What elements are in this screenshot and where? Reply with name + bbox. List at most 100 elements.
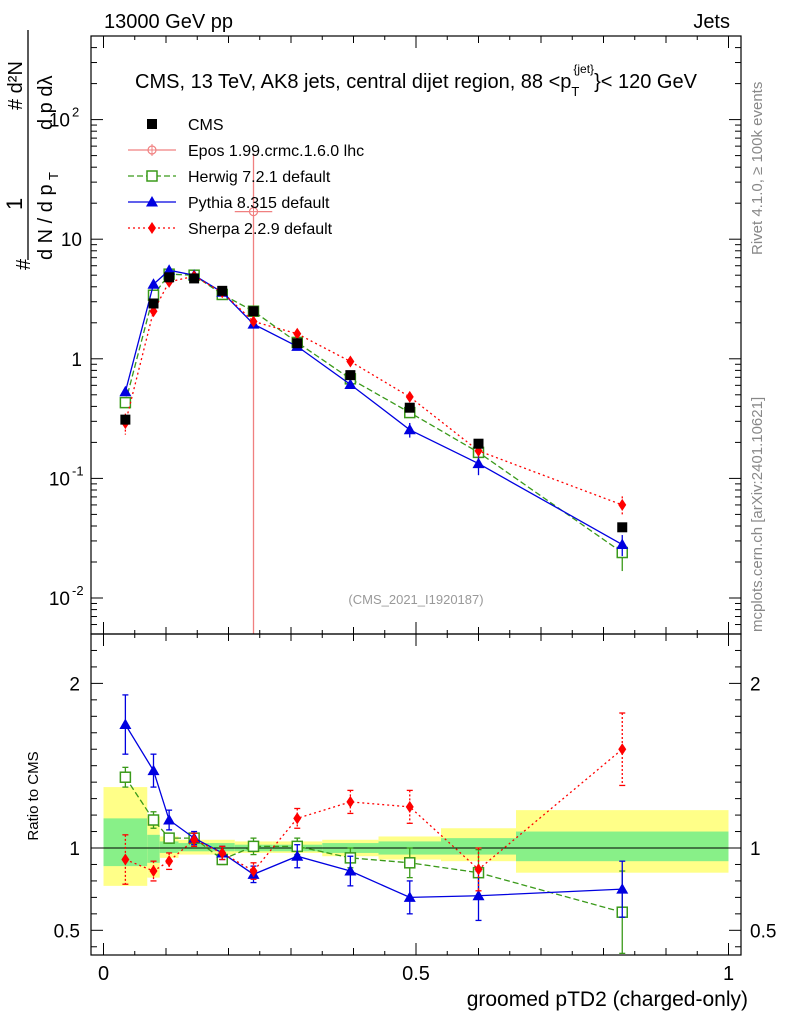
header-left: 13000 GeV pp (104, 11, 233, 33)
ratio-y-tick-label-right: 2 (750, 674, 761, 695)
pythia-ratio-point (119, 718, 132, 730)
ratio-y-label: Ratio to CMS (25, 751, 42, 840)
pythia-ratio-point (163, 814, 176, 825)
legend-label: Herwig 7.2.1 default (188, 169, 331, 186)
ratio-band-inner (441, 838, 516, 855)
pythia-point (163, 264, 176, 275)
y-tick-label: 10 (49, 589, 70, 610)
sherpa-point (249, 315, 258, 328)
sherpa-ratio-point (190, 833, 199, 846)
pythia-point (616, 538, 629, 550)
legend-label: CMS (188, 117, 224, 134)
herwig-line (124, 273, 623, 554)
main-y-label-den2: d p dλ (35, 76, 57, 130)
pythia-line (124, 269, 623, 546)
sherpa-point (618, 498, 627, 511)
herwig-ratio-point (163, 832, 175, 844)
rivet-label: Rivet 4.1.0, ≥ 100k events (749, 82, 766, 255)
ratio-band-inner (147, 834, 160, 863)
pythia-ratio-point (472, 889, 485, 901)
cms-data-point (345, 370, 356, 381)
ratio-band-inner (178, 843, 210, 852)
main-y-label-sub: T (46, 172, 61, 180)
legend-marker (147, 119, 157, 129)
herwig-point (119, 396, 132, 409)
legend-marker (148, 222, 156, 234)
y-tick-exponent: 2 (72, 105, 79, 120)
cms-data-point (148, 298, 159, 309)
y-tick-exponent: -1 (72, 463, 84, 478)
ratio-band-inner (516, 831, 729, 862)
sherpa-ratio-point (121, 853, 130, 866)
legend-marker (146, 170, 158, 182)
cms-data-point (292, 338, 303, 349)
ratio-y-tick-label-right: 0.5 (750, 921, 776, 942)
cms-data-point (189, 273, 200, 284)
ratio-y-tick-label: 2 (69, 674, 80, 695)
ratio-plot-area (91, 694, 741, 955)
cms-data-point (217, 285, 228, 296)
cms-data-point (404, 402, 415, 413)
herwig-ratio-point (119, 771, 132, 783)
mcplots-label: mcplots.cern.ch [arXiv:2401.10621] (749, 397, 766, 632)
sherpa-ratio-point (346, 795, 355, 808)
pythia-point (119, 385, 132, 397)
pythia-point (344, 378, 357, 389)
cms-data-point (248, 306, 259, 317)
cms-data-point (120, 414, 131, 425)
main-plot-area (119, 153, 629, 634)
pythia-ratio-point (291, 850, 304, 861)
y-tick-label: 1 (71, 350, 82, 371)
herwig-ratio-point (247, 840, 260, 853)
legend: CMS Epos 1.99.crmc.1.6.0 lhc Herwig 7.2.1 … (128, 117, 364, 238)
ratio-y-tick-label-right: 1 (750, 839, 761, 860)
ratio-frame (90, 633, 742, 956)
sherpa-ratio-point (249, 865, 258, 878)
sherpa-point (293, 327, 302, 340)
y-tick-label: 10 (49, 111, 70, 132)
ratio-y-tick-label: 1 (69, 839, 80, 860)
x-tick-label: 1 (723, 963, 734, 985)
plot-title: CMS, 13 TeV, AK8 jets, central dijet reg… (135, 62, 698, 99)
pythia-ratio-point (403, 891, 416, 902)
legend-label: Pythia 8.315 default (188, 195, 330, 212)
sherpa-ratio-point (474, 863, 483, 876)
x-tick-label: 0.5 (402, 963, 430, 985)
main-y-label-numerator: 1 (2, 198, 27, 210)
pythia-ratio-point (147, 764, 160, 776)
sherpa-point (346, 355, 355, 368)
sherpa-ratio-point (165, 855, 174, 868)
legend-label: Sherpa 2.2.9 default (188, 221, 333, 238)
cms-data-point (617, 522, 628, 533)
pythia-point (403, 423, 416, 435)
sherpa-ratio-point (405, 800, 414, 813)
cms-data-point (164, 272, 175, 283)
main-y-label-denominator: d N / d p (35, 184, 57, 260)
main-y-label-text: # (13, 258, 35, 270)
herwig-ratio-point (404, 857, 416, 869)
ratio-band-inner (159, 841, 179, 853)
main-y-label-d2n: # d²N (5, 61, 27, 110)
y-tick-exponent: -2 (72, 583, 84, 598)
watermark: (CMS_2021_I1920187) (348, 592, 483, 607)
legend-marker (146, 196, 158, 207)
sherpa-line (124, 275, 623, 506)
pythia-ratio-point (344, 865, 357, 876)
x-tick-label: 0 (98, 963, 109, 985)
sherpa-ratio-point (618, 743, 627, 756)
header-right: Jets (693, 11, 730, 33)
sherpa-ratio-point (293, 812, 302, 825)
sherpa-ratio-point (149, 865, 158, 878)
y-tick-label: 10 (49, 469, 70, 490)
sherpa-point (405, 390, 414, 403)
legend-label: Epos 1.99.crmc.1.6.0 lhc (188, 143, 364, 160)
x-axis-label: groomed pTD2 (charged-only) (467, 988, 748, 1011)
herwig-ratio-line (124, 776, 623, 913)
sherpa-ratio-point (218, 846, 227, 859)
pythia-point (147, 278, 160, 289)
pythia-ratio-point (616, 883, 629, 894)
y-tick-label: 10 (61, 230, 82, 251)
herwig-ratio-point (147, 814, 160, 826)
cms-data-point (473, 438, 484, 449)
ratio-y-tick-label: 0.5 (54, 921, 80, 942)
